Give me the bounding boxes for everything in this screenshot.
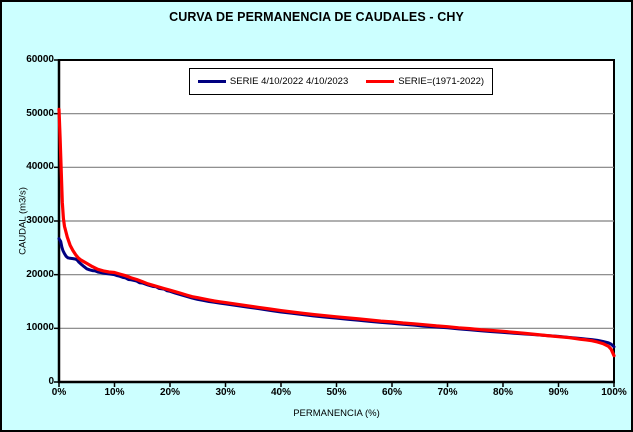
- legend-item-serie-1971-2022: SERIE=(1971-2022): [366, 76, 484, 87]
- x-tick-label: 80%: [492, 387, 513, 398]
- y-tick-label: 20000: [26, 268, 54, 280]
- y-tick-label: 30000: [26, 215, 54, 226]
- x-tick-label: 50%: [326, 387, 347, 398]
- x-tick-label: 60%: [381, 387, 402, 398]
- y-tick-label: 60000: [26, 54, 54, 65]
- y-tick-label: 0: [48, 376, 54, 387]
- x-tick-label: 40%: [270, 387, 291, 398]
- legend-label-serie-1971-2022: SERIE=(1971-2022): [398, 76, 485, 87]
- legend-item-serie-2022-2023: SERIE 4/10/2022 4/10/2023: [197, 76, 349, 87]
- x-tick-label: 70%: [437, 387, 458, 398]
- chart-title: CURVA DE PERMANENCIA DE CAUDALES - CHY: [169, 10, 464, 24]
- x-tick-label: 90%: [548, 387, 569, 398]
- legend-line-swatch-red: [366, 80, 395, 83]
- y-tick-label: 50000: [26, 107, 54, 119]
- x-tick-label: 20%: [159, 387, 180, 398]
- y-tick-label: 40000: [26, 161, 54, 173]
- x-tick-label: 100%: [601, 387, 627, 398]
- x-tick-label: 30%: [215, 387, 236, 398]
- x-tick-label: 0%: [51, 387, 67, 398]
- legend-line-swatch-navy: [197, 80, 226, 83]
- series-line-red: [57, 107, 616, 358]
- x-axis-title: PERMANENCIA (%): [293, 408, 380, 419]
- x-tick-label: 10%: [104, 387, 125, 398]
- y-tick-label: 10000: [26, 322, 54, 334]
- legend-label-serie-2022-2023: SERIE 4/10/2022 4/10/2023: [229, 76, 349, 87]
- legend: SERIE 4/10/2022 4/10/2023 SERIE=(1971-20…: [189, 68, 493, 95]
